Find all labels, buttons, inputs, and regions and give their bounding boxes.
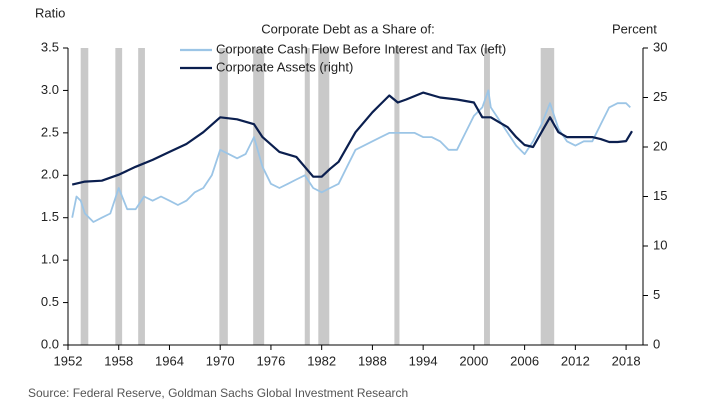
recession-band (484, 48, 490, 345)
x-tick-label: 1982 (307, 353, 336, 368)
y-axis-title: Ratio (35, 5, 65, 20)
y-tick-label: 3.5 (41, 39, 59, 54)
legend-label: Corporate Cash Flow Before Interest and … (216, 41, 506, 56)
y2-tick-label: 20 (653, 138, 667, 153)
y-tick-label: 1.5 (41, 209, 59, 224)
series-line (71, 91, 633, 186)
x-tick-label: 1994 (409, 353, 438, 368)
y2-tick-label: 25 (653, 89, 667, 104)
recession-band (80, 48, 89, 345)
recession-band (253, 48, 265, 345)
recession-band (540, 48, 555, 345)
recession-band (219, 48, 228, 345)
recession-band (304, 48, 310, 345)
y-tick-label: 2.5 (41, 124, 59, 139)
y2-axis-title: Percent (612, 21, 657, 36)
x-tick-label: 2018 (612, 353, 641, 368)
source-note: Source: Federal Reserve, Goldman Sachs G… (28, 386, 408, 400)
x-tick-label: 2000 (459, 353, 488, 368)
y-tick-label: 2.0 (41, 167, 59, 182)
x-tick-label: 1976 (256, 353, 285, 368)
y-tick-label: 0.5 (41, 294, 59, 309)
y2-tick-label: 5 (653, 287, 660, 302)
x-tick-label: 2012 (561, 353, 590, 368)
legend-label: Corporate Assets (right) (216, 59, 353, 74)
recession-band (318, 48, 330, 345)
x-tick-label: 1970 (206, 353, 235, 368)
y-tick-label: 3.0 (41, 82, 59, 97)
recession-band (115, 48, 123, 345)
y2-tick-label: 10 (653, 237, 667, 252)
y-tick-label: 0.0 (41, 336, 59, 351)
x-tick-label: 1964 (155, 353, 184, 368)
x-tick-label: 1988 (358, 353, 387, 368)
y2-tick-label: 15 (653, 188, 667, 203)
chart-title: Corporate Debt as a Share of: (261, 21, 434, 36)
recession-band (138, 48, 145, 345)
x-tick-label: 2006 (510, 353, 539, 368)
y-tick-label: 1.0 (41, 252, 59, 267)
y2-tick-label: 0 (653, 336, 660, 351)
recession-band (394, 48, 400, 345)
y2-tick-label: 30 (653, 39, 667, 54)
x-tick-label: 1952 (54, 353, 83, 368)
x-tick-label: 1958 (104, 353, 133, 368)
series-line (71, 89, 631, 223)
